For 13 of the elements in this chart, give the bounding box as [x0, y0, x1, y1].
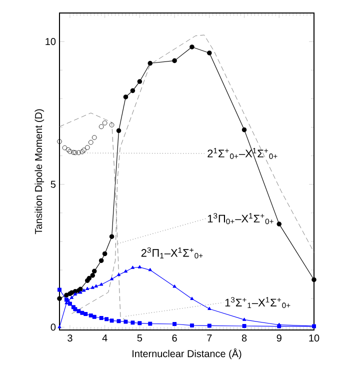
x-tick-label: 9 [276, 334, 282, 342]
y-tick-label: 10 [46, 38, 56, 46]
x-tick-label: 8 [242, 334, 247, 342]
x-tick-label: 10 [309, 334, 320, 342]
x-tick-label: 7 [207, 334, 212, 342]
x-axis-title: Internuclear Distance (Å) [132, 348, 242, 360]
x-tick-label: 4 [102, 334, 108, 342]
x-tick-label: 3 [68, 334, 72, 342]
y-axis-title: Tansition Dipole Moment (D) [34, 109, 44, 234]
x-tick-label: 6 [172, 334, 177, 342]
y-tick-label: 0 [50, 324, 56, 331]
y-tick-label: 5 [50, 180, 56, 188]
x-tick-label: 5 [137, 334, 142, 342]
